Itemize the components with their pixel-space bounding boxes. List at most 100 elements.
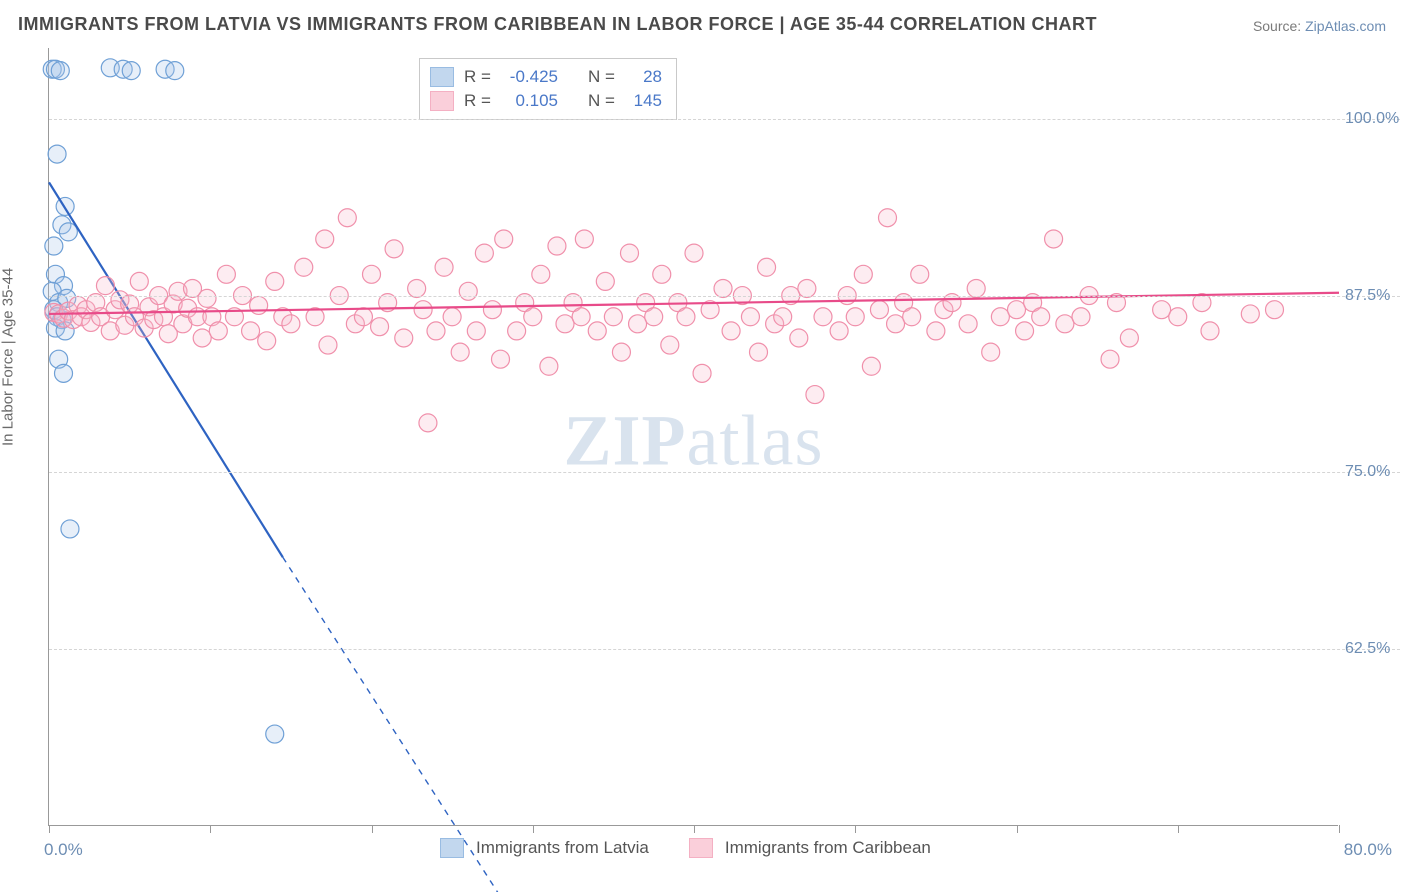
data-point [629,315,647,333]
data-point [524,308,542,326]
data-point [282,315,300,333]
legend-item: Immigrants from Caribbean [689,838,931,858]
source-value: ZipAtlas.com [1305,18,1386,34]
n-value: 28 [622,67,662,87]
data-point [572,308,590,326]
data-point [354,308,372,326]
data-point [806,386,824,404]
data-point [722,322,740,340]
data-point [492,350,510,368]
data-point [846,308,864,326]
gridline [49,119,1400,120]
data-point [548,237,566,255]
data-point [59,223,77,241]
data-point [959,315,977,333]
data-point [1016,322,1034,340]
data-point [1032,308,1050,326]
data-point [612,343,630,361]
data-point [1153,301,1171,319]
source-label: Source: [1253,18,1301,34]
x-tick [210,825,211,833]
data-point [887,315,905,333]
gridline [49,296,1400,297]
data-point [414,301,432,319]
data-point [741,308,759,326]
data-point [1241,305,1259,323]
n-label: N = [588,67,616,87]
legend-swatch [430,91,454,111]
data-point [870,301,888,319]
data-point [588,322,606,340]
legend-swatch [689,838,713,858]
data-point [467,322,485,340]
data-point [45,237,63,255]
x-tick [533,825,534,833]
data-point [790,329,808,347]
r-value: -0.425 [498,67,558,87]
data-point [316,230,334,248]
y-axis-label: In Labor Force | Age 35-44 [0,268,17,446]
data-point [774,308,792,326]
data-point [495,230,513,248]
data-point [604,308,622,326]
data-point [532,265,550,283]
data-point [166,62,184,80]
data-point [854,265,872,283]
r-label: R = [464,67,492,87]
data-point [911,265,929,283]
x-tick [372,825,373,833]
data-point [1201,322,1219,340]
gridline [49,649,1400,650]
data-point [685,244,703,262]
gridline [49,472,1400,473]
stats-legend-row: R =0.105N =145 [430,89,662,113]
data-point [451,343,469,361]
x-tick [49,825,50,833]
data-point [653,265,671,283]
data-point [540,357,558,375]
data-point [1056,315,1074,333]
data-point [266,725,284,743]
data-point [419,414,437,432]
x-max-label: 80.0% [1344,840,1392,860]
data-point [1169,308,1187,326]
x-tick [1017,825,1018,833]
source-attribution: Source: ZipAtlas.com [1253,18,1386,34]
stats-legend-row: R = -0.425 N = 28 [430,65,662,89]
stats-legend: R = -0.425 N = 28R =0.105N =145 [419,58,677,120]
data-point [258,332,276,350]
legend-swatch [430,67,454,87]
data-point [250,296,268,314]
data-point [621,244,639,262]
data-point [61,520,79,538]
x-tick [855,825,856,833]
legend-label: Immigrants from Caribbean [725,838,931,858]
data-point [338,209,356,227]
data-point [371,318,389,336]
data-point [385,240,403,258]
data-point [661,336,679,354]
data-point [198,289,216,307]
data-point [122,62,140,80]
data-point [55,364,73,382]
legend-label: Immigrants from Latvia [476,838,649,858]
plot-area: ZIPatlas R =-0.425N =28R =0.105N =145 62… [48,48,1338,826]
data-point [508,322,526,340]
data-point [991,308,1009,326]
data-point [209,322,227,340]
data-point [242,322,260,340]
data-point [266,272,284,290]
data-point [1045,230,1063,248]
series-legend: Immigrants from Latvia Immigrants from Ca… [440,838,931,858]
data-point [1120,329,1138,347]
data-point [363,265,381,283]
data-point [1266,301,1284,319]
data-point [475,244,493,262]
data-point [395,329,413,347]
data-point [193,329,211,347]
data-point [693,364,711,382]
data-point [96,277,114,295]
data-point [830,322,848,340]
r-label: R = [464,91,492,111]
data-point [982,343,1000,361]
